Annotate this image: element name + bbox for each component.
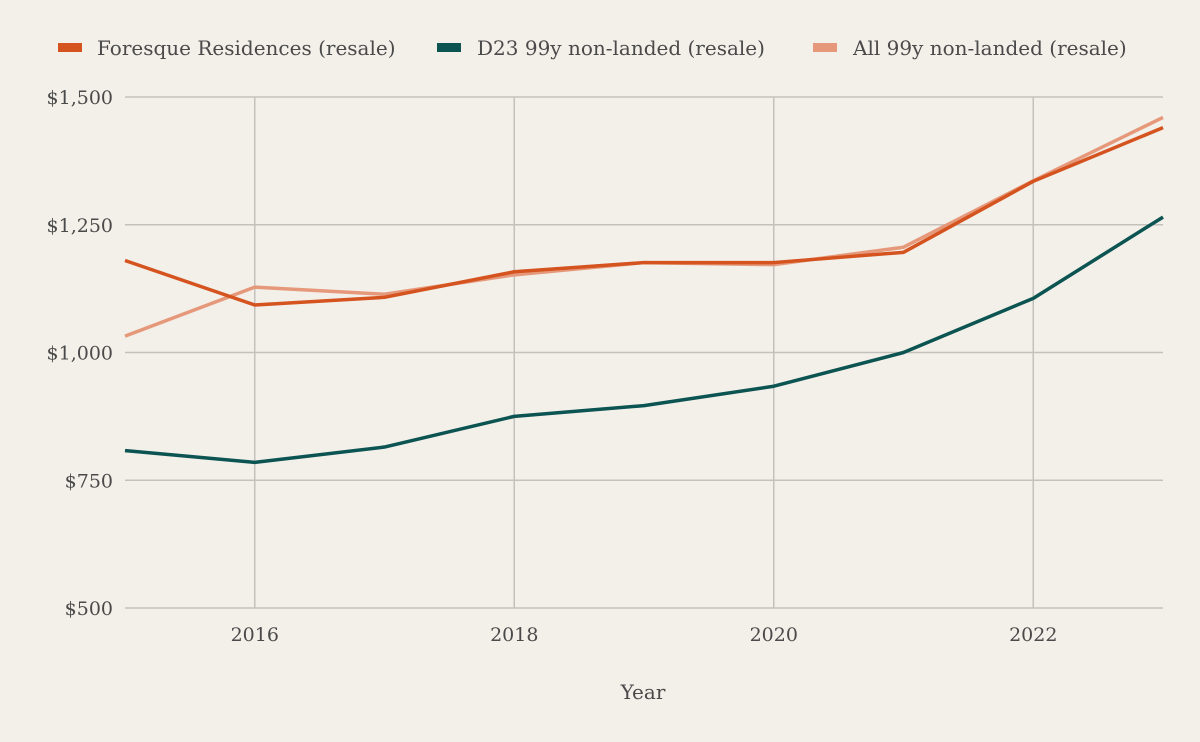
y-tick-label: $1,250 [47,215,113,237]
x-tick-label: 2018 [490,624,538,646]
x-tick-label: 2022 [1009,624,1057,646]
series-line-1 [124,126,1164,307]
x-axis-title: Year [620,680,666,704]
x-tick-label: 2020 [750,624,798,646]
chart-series [124,115,1164,465]
legend-label: All 99y non-landed (resale) [852,36,1127,60]
x-axis: 2016 2018 2020 2022 [231,624,1058,646]
chart-legend: Foresque Residences (resale) D23 99y non-… [58,36,1127,60]
y-tick-label: $500 [65,598,113,620]
legend-label: D23 99y non-landed (resale) [477,36,765,60]
y-tick-label: $1,500 [47,87,113,109]
y-tick-label: $750 [65,470,113,492]
series-line-2 [124,215,1164,465]
chart-grid [125,96,1163,609]
legend-swatch [437,43,461,52]
y-axis: $500 $750 $1,000 $1,250 $1,500 [47,87,113,620]
y-tick-label: $1,000 [47,343,113,365]
legend-swatch [58,43,82,52]
x-tick-label: 2016 [231,624,279,646]
legend-label: Foresque Residences (resale) [97,36,396,60]
legend-swatch [813,43,837,52]
